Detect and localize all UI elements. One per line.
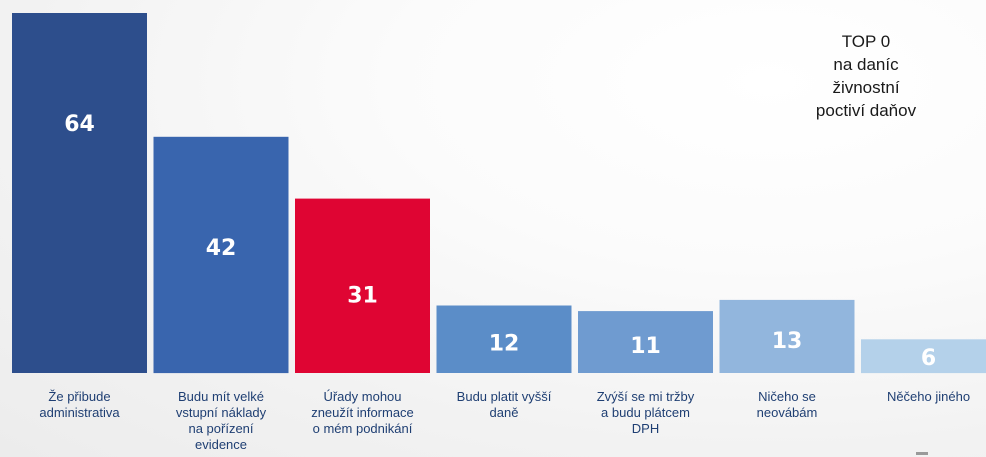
category-label-line: a budu plátcem xyxy=(601,405,690,420)
bar xyxy=(153,136,289,374)
category-label-line: Ničeho se xyxy=(758,389,816,404)
category-label: Zvýší se mi tržby a budu plátcem DPH xyxy=(578,389,714,437)
chart-title-line: TOP 0 xyxy=(841,32,891,51)
chart-title-line: živnostní xyxy=(832,78,900,97)
category-label-line: na pořízení xyxy=(188,421,254,436)
category-label-line: Úřady mohou xyxy=(323,389,402,404)
category-label-line: Že přibude xyxy=(48,389,111,404)
category-label-line: o mém podnikání xyxy=(312,421,413,436)
category-label: Ničeho se neovábám xyxy=(719,389,855,421)
chart-title: TOP 0 na daníc živnostní poctiví daňov xyxy=(736,30,986,122)
bar xyxy=(578,311,713,373)
value-labels-group: 64 42 31 12 11 13 6 xyxy=(64,112,936,371)
category-label-line: DPH xyxy=(631,421,660,436)
bar-value-label: 11 xyxy=(630,334,661,359)
bar-value-label: 6 xyxy=(921,346,936,371)
category-label: Budu mít velké vstupní náklady na pořízení… xyxy=(153,389,289,453)
category-label-line: evidence xyxy=(194,437,248,452)
bar-value-label: 13 xyxy=(772,329,803,354)
category-label-line: Budu platit vyšší xyxy=(456,389,552,404)
category-label-line: daně xyxy=(489,405,519,420)
corner-mark xyxy=(916,452,928,455)
chart-title-line: na daníc xyxy=(833,55,899,74)
category-label: Něčeho jiného xyxy=(861,389,986,405)
bar-value-label: 64 xyxy=(64,112,95,137)
chart-title-line: poctiví daňov xyxy=(815,101,917,120)
category-label: Budu platit vyšší daně xyxy=(436,389,572,421)
bar xyxy=(436,305,572,373)
bar-value-label: 31 xyxy=(347,284,378,309)
category-label-line: vstupní náklady xyxy=(175,405,267,420)
category-label: Že přibude administrativa xyxy=(12,389,148,421)
bar-value-label: 12 xyxy=(489,332,520,357)
bar xyxy=(719,299,855,373)
category-label: Úřady mohou zneužít informace o mém podnik… xyxy=(295,389,431,437)
bar xyxy=(861,339,986,374)
bar xyxy=(12,13,147,373)
category-label-line: administrativa xyxy=(39,405,120,420)
category-label-line: zneužít informace xyxy=(311,405,414,420)
category-label-line: Něčeho jiného xyxy=(886,389,971,404)
category-label-line: neovábám xyxy=(756,405,818,420)
category-label-line: Zvýší se mi tržby xyxy=(596,389,695,404)
bar xyxy=(295,198,430,373)
bars-group xyxy=(12,13,986,374)
bar-value-label: 42 xyxy=(206,236,237,261)
category-label-line: Budu mít velké xyxy=(178,389,264,404)
